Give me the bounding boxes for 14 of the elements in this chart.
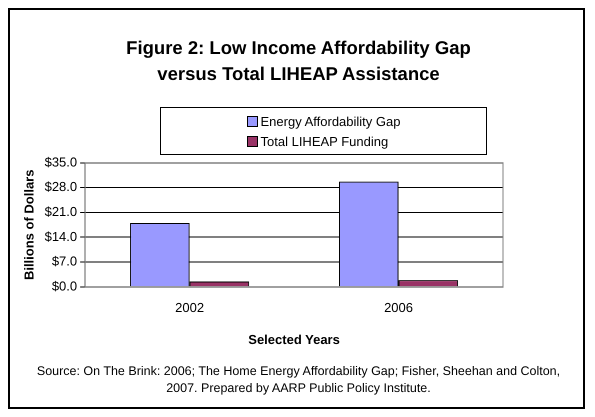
y-axis-title: Billions of Dollars xyxy=(21,170,36,280)
y-tick-label: $21.0 xyxy=(44,204,78,219)
y-tick-label: $7.0 xyxy=(52,254,78,269)
y-tick-label: $35.0 xyxy=(44,154,78,170)
x-tick-label: 2002 xyxy=(175,300,204,316)
chart-title: Figure 2: Low Income Affordability Gap versus Total LIHEAP Assistance xyxy=(125,36,472,86)
legend-label: Energy Affordability Gap xyxy=(260,114,400,128)
y-tick-label: $28.0 xyxy=(44,179,78,194)
y-tick-label: $14.0 xyxy=(44,228,78,244)
x-tick-label: 2006 xyxy=(384,300,413,316)
source-note: Source: On The Brink: 2006; The Home Energy Affordability Gap; Fisher, Sheehan and Colton, 2007. Prepared by AARP Public Policy Institute. xyxy=(36,363,562,397)
legend-label: Total LIHEAP Funding xyxy=(260,134,388,148)
x-axis-title: Selected Years xyxy=(248,332,340,347)
y-tick-label: $0.0 xyxy=(52,278,78,294)
